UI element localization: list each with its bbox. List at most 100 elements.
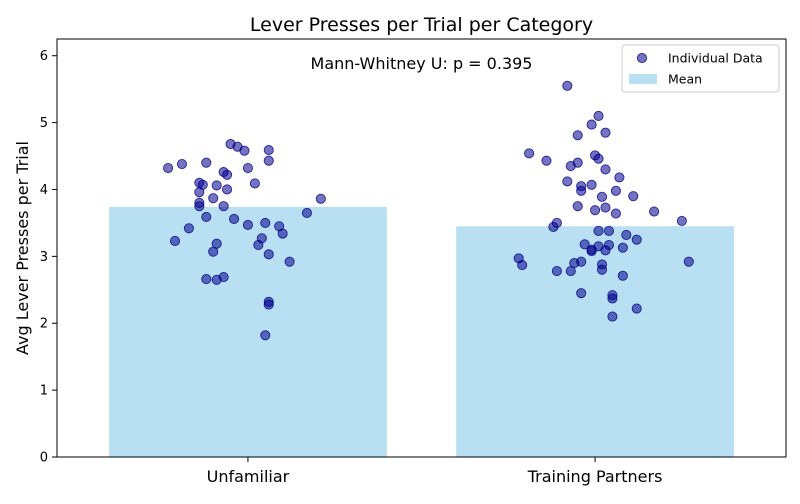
data-point: [590, 205, 601, 216]
data-point: [263, 144, 274, 156]
data-point: [586, 245, 597, 257]
data-point: [211, 180, 222, 191]
data-point: [183, 223, 194, 234]
data-point: [607, 293, 618, 304]
data-point: [676, 215, 687, 226]
legend-box: [621, 44, 780, 93]
x-tick-label: Unfamiliar: [207, 467, 290, 486]
data-point: [169, 235, 181, 247]
data-point: [284, 256, 295, 267]
bars-layer: [109, 206, 734, 457]
data-point: [631, 303, 642, 314]
mean-bar-1: [109, 206, 387, 457]
data-point: [628, 191, 639, 202]
data-point: [208, 193, 219, 204]
legend-label: Mean: [668, 72, 702, 87]
data-point: [600, 164, 611, 175]
data-point: [222, 169, 233, 180]
data-point: [562, 80, 573, 91]
data-point: [541, 155, 552, 166]
data-point: [249, 178, 260, 189]
data-point: [301, 207, 312, 218]
y-tick-label: 6: [40, 49, 48, 64]
y-tick-label: 3: [40, 250, 48, 265]
data-point: [524, 148, 535, 159]
data-point: [263, 299, 274, 310]
legend-marker-scatter: [636, 52, 648, 64]
data-point: [600, 202, 611, 213]
legend: Individual Data Mean: [621, 44, 780, 93]
data-point: [593, 153, 604, 164]
data-point: [253, 239, 264, 251]
plot-frame: [56, 38, 787, 458]
data-point: [649, 206, 660, 217]
data-point: [260, 330, 271, 341]
data-point: [517, 260, 528, 271]
data-point: [610, 185, 621, 196]
data-point: [603, 225, 615, 236]
data-point: [277, 228, 288, 239]
data-point: [593, 110, 604, 121]
data-point: [208, 246, 219, 257]
y-axis-label: Avg Lever Presses per Trial: [13, 141, 32, 355]
data-point: [572, 130, 583, 141]
data-point: [586, 179, 597, 190]
chart-title: Lever Presses per Trial per Category: [250, 14, 593, 36]
legend-marker-bar: [629, 74, 657, 84]
data-point: [586, 119, 597, 130]
data-point: [631, 234, 642, 245]
data-point: [315, 193, 326, 204]
data-point: [565, 266, 576, 277]
y-tick-label: 5: [40, 116, 48, 131]
data-point: [562, 176, 573, 187]
data-point: [617, 242, 628, 253]
data-point: [163, 163, 174, 174]
data-point: [576, 185, 587, 196]
data-point: [551, 266, 562, 277]
data-point: [263, 249, 274, 260]
data-point: [600, 245, 611, 256]
data-point: [596, 191, 608, 202]
data-point: [617, 270, 628, 281]
data-point: [201, 157, 212, 168]
data-point: [548, 221, 559, 232]
points-layer: [163, 80, 694, 341]
data-point: [242, 219, 253, 230]
data-point: [621, 229, 632, 241]
data-point: [211, 274, 222, 285]
data-point: [576, 288, 587, 299]
y-tick-label: 1: [40, 384, 48, 399]
data-point: [263, 155, 274, 166]
data-point: [565, 161, 576, 172]
data-point: [600, 127, 611, 138]
data-point: [607, 311, 618, 322]
y-tick-label: 4: [40, 183, 48, 198]
data-point: [596, 264, 608, 275]
stat-annotation: Mann-Whitney U: p = 0.395: [311, 54, 533, 73]
y-tick-label: 0: [40, 451, 48, 466]
data-point: [579, 239, 590, 250]
y-axis: 0 1 2 3 4 5 6: [40, 49, 57, 466]
data-point: [201, 211, 212, 222]
legend-label: Individual Data: [668, 51, 763, 66]
data-point: [194, 187, 205, 198]
data-point: [222, 184, 233, 195]
x-axis: Unfamiliar Training Partners: [207, 457, 663, 486]
data-point: [228, 213, 240, 224]
data-point: [260, 217, 271, 228]
x-tick-label: Training Partners: [527, 467, 663, 486]
data-point: [239, 145, 250, 156]
y-tick-label: 2: [40, 317, 48, 332]
data-point: [218, 201, 229, 212]
data-point: [176, 159, 188, 170]
data-point: [242, 163, 253, 174]
data-point: [572, 201, 583, 212]
data-point: [194, 201, 205, 212]
data-point: [593, 225, 604, 236]
data-point: [683, 256, 694, 267]
data-point: [610, 208, 621, 219]
data-point: [201, 274, 212, 285]
data-point: [614, 172, 625, 183]
